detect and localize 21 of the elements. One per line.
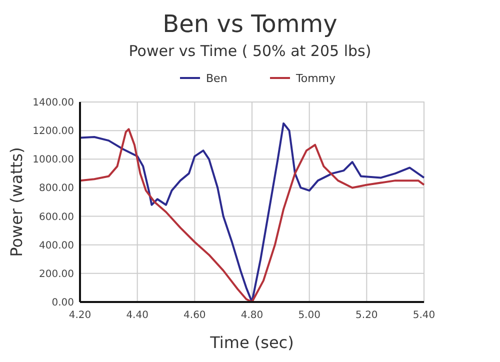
y-tick-label: 200.00 <box>39 268 74 280</box>
legend-label: Ben <box>206 72 228 85</box>
x-axis-title: Time (sec) <box>209 333 294 352</box>
y-tick-label: 1200.00 <box>32 126 74 138</box>
y-tick-label: 0.00 <box>52 298 74 308</box>
y-tick-label: 800.00 <box>39 183 74 194</box>
chart-title: Ben vs Tommy <box>162 10 338 38</box>
legend-label: Tommy <box>295 72 336 85</box>
chart-subtitle: Power vs Time ( 50% at 205 lbs) <box>128 42 372 60</box>
x-tick-label: 5.40 <box>412 310 436 321</box>
x-tick-label: 4.80 <box>240 310 264 321</box>
x-tick-label: 5.20 <box>356 310 378 321</box>
x-tick-label: 4.40 <box>126 310 148 321</box>
x-tick-label: 4.20 <box>68 310 92 321</box>
x-tick-label: 5.00 <box>298 310 320 321</box>
y-axis-title: Power (watts) <box>7 147 26 257</box>
x-tick-label: 4.60 <box>184 310 206 321</box>
y-tick-label: 400.00 <box>39 240 74 252</box>
y-tick-label: 1400.00 <box>32 98 74 108</box>
y-tick-label: 600.00 <box>39 212 74 223</box>
y-tick-label: 1000.00 <box>32 154 74 166</box>
